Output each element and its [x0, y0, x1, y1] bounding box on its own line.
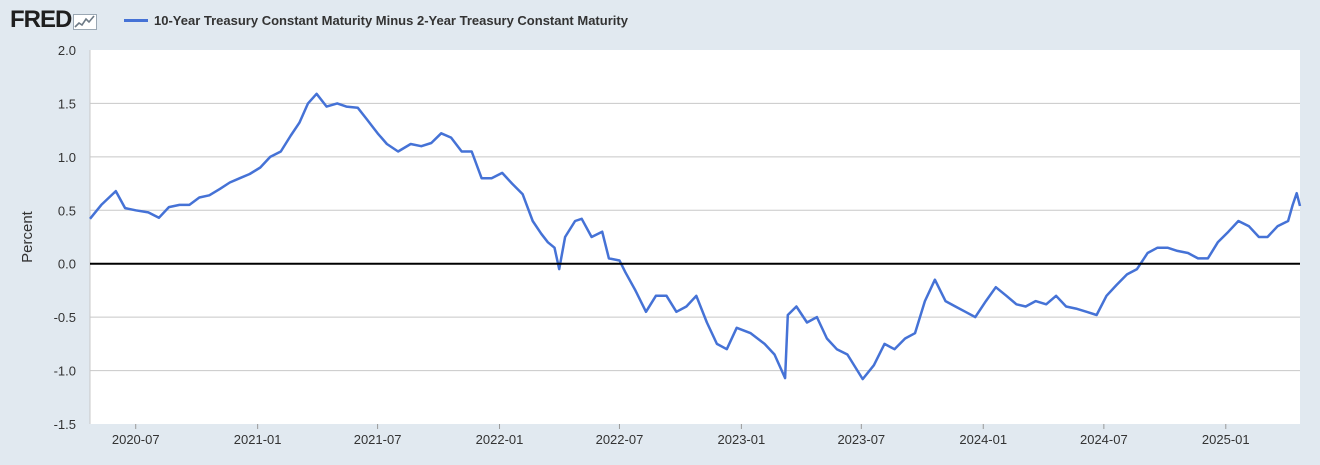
chart-header: FRED 10-Year Treasury Constant Maturity …: [0, 0, 1320, 40]
y-tick-label: -1.0: [54, 364, 76, 379]
y-tick-label: -0.5: [54, 310, 76, 325]
chart-legend[interactable]: 10-Year Treasury Constant Maturity Minus…: [124, 10, 628, 30]
y-tick-label: 2.0: [58, 43, 76, 58]
fred-logo[interactable]: FRED: [10, 6, 98, 34]
plot-area: [90, 50, 1300, 424]
y-tick-label: 1.0: [58, 150, 76, 165]
x-tick-label: 2022-07: [596, 432, 644, 447]
y-tick-label: 1.5: [58, 96, 76, 111]
x-tick-label: 2023-07: [837, 432, 885, 447]
x-tick-label: 2021-07: [354, 432, 402, 447]
x-tick-label: 2022-01: [476, 432, 524, 447]
legend-swatch: [124, 18, 148, 22]
y-axis-label: Percent: [19, 210, 36, 263]
x-tick-label: 2025-01: [1202, 432, 1250, 447]
x-tick-label: 2024-07: [1080, 432, 1128, 447]
trend-sparkline-icon: [73, 14, 98, 30]
y-tick-label: -1.5: [54, 417, 76, 432]
series-line: [89, 92, 1302, 381]
x-tick-label: 2023-01: [718, 432, 766, 447]
fred-logo-text: FRED: [10, 6, 72, 33]
legend-label: 10-Year Treasury Constant Maturity Minus…: [154, 12, 628, 28]
x-tick-label: 2020-07: [112, 432, 160, 447]
y-tick-label: 0.0: [58, 257, 76, 272]
x-tick-label: 2024-01: [959, 432, 1007, 447]
x-tick-label: 2021-01: [234, 432, 282, 447]
y-tick-label: 0.5: [58, 203, 76, 218]
